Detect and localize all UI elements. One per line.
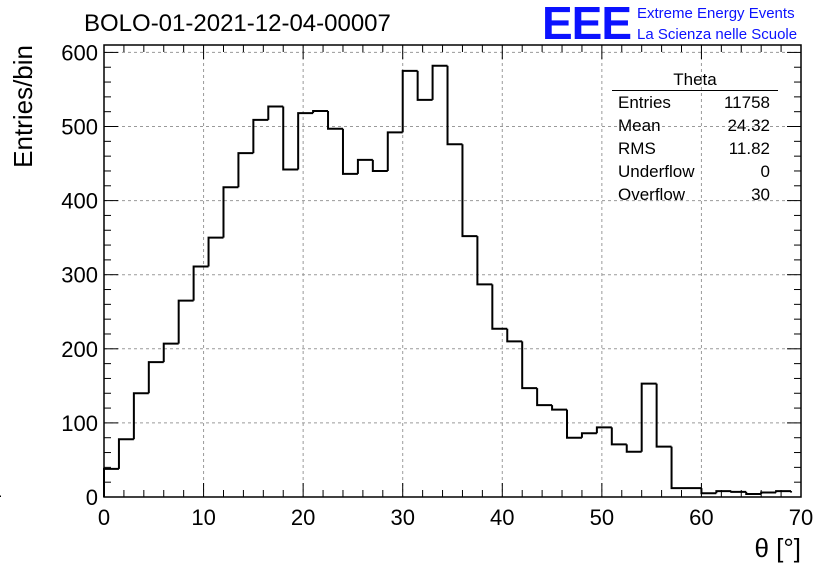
histogram-bin: [461, 144, 478, 238]
histogram-bin: [610, 427, 627, 446]
histogram-bin: [252, 118, 269, 154]
x-tick-label: 10: [191, 505, 215, 530]
stats-box-title: Theta: [612, 70, 778, 91]
histogram-bin: [401, 69, 418, 133]
histogram-bin: [297, 112, 314, 170]
histogram-bin: [282, 106, 299, 171]
eee-logo: EEE Extreme Energy Events La Scienza nel…: [542, 0, 832, 49]
histogram-bin: [341, 128, 358, 175]
histogram-bin: [416, 70, 433, 101]
stats-value: 30: [751, 185, 770, 204]
stats-value: 11.82: [728, 139, 770, 158]
y-tick-label: 200: [61, 337, 98, 362]
histogram-bin: [476, 236, 493, 286]
histogram-bin: [640, 382, 657, 452]
stats-label: Entries: [618, 93, 671, 112]
histogram-bin: [760, 491, 777, 495]
histogram-bin: [551, 405, 568, 411]
histogram-bin: [730, 490, 747, 493]
eee-logo-line2: La Scienza nelle Scuole: [637, 26, 798, 43]
y-axis-label: Entries/bin: [8, 45, 38, 168]
histogram-bin: [192, 265, 209, 301]
histogram-bin: [745, 491, 762, 496]
histogram-bin: [327, 110, 343, 130]
histogram-bin: [177, 299, 194, 344]
histogram-bin: [237, 152, 254, 188]
histogram-bin: [267, 105, 284, 120]
stats-value: 0: [760, 162, 770, 181]
stats-label: RMS: [618, 139, 656, 158]
stats-row-overflow: Overflow 30: [612, 183, 778, 206]
histogram-bin: [431, 64, 448, 100]
y-tick-label: 600: [61, 40, 98, 65]
histogram-bin: [775, 490, 792, 493]
plot-frame: [103, 44, 802, 498]
x-axis-label: θ [°]: [754, 533, 801, 563]
histogram-bin: [222, 186, 239, 238]
histogram-bin: [117, 438, 134, 469]
x-tick-label: 30: [390, 505, 414, 530]
histogram-bin: [566, 409, 582, 439]
x-tick-label: 70: [789, 505, 813, 530]
stats-row-mean: Mean 24.32: [612, 114, 778, 137]
histogram-bin: [147, 361, 164, 394]
histogram-bin: [521, 341, 538, 390]
histogram-bin: [132, 392, 149, 440]
histogram-bin: [595, 426, 612, 434]
y-tick-label: 400: [61, 189, 98, 214]
y-tick-label: 300: [61, 263, 98, 288]
x-tick-label: 60: [689, 505, 713, 530]
x-tick-label: 40: [490, 505, 514, 530]
x-tick-label: 20: [291, 505, 315, 530]
stats-label: Mean: [618, 116, 661, 135]
stats-row-underflow: Underflow 0: [612, 160, 778, 183]
stats-box: Theta Entries 11758 Mean 24.32 RMS 11.82…: [612, 70, 778, 206]
stats-row-rms: RMS 11.82: [612, 137, 778, 160]
histogram-bin: [386, 131, 403, 171]
histogram-bin: [446, 65, 463, 146]
stats-value: 24.32: [727, 116, 770, 135]
histogram-bin: [536, 388, 553, 407]
histogram-bin: [207, 236, 224, 267]
histogram-bin: [312, 109, 329, 114]
stats-label: Overflow: [618, 185, 686, 204]
histogram-bin: [625, 444, 642, 453]
histogram-bin: [162, 342, 179, 363]
chart-title: BOLO-01-2021-12-04-00007: [84, 10, 391, 37]
histogram-bin: [700, 488, 717, 495]
histogram-bin: [356, 158, 373, 174]
histogram-bin: [506, 328, 523, 343]
stats-value: 11758: [723, 93, 770, 112]
histogram-bin: [491, 284, 508, 330]
histogram-bin: [715, 490, 732, 494]
x-tick-label: 0: [98, 505, 110, 530]
y-tick-label: 100: [61, 411, 98, 436]
y-tick-label: 500: [61, 115, 98, 140]
histogram-bin: [103, 467, 119, 497]
histogram-bin: [670, 446, 687, 490]
stats-row-entries: Entries 11758: [612, 91, 778, 114]
x-tick-label: 50: [590, 505, 614, 530]
y-tick-label: 0: [86, 485, 98, 510]
stats-label: Underflow: [618, 162, 695, 181]
histogram-bin: [655, 383, 672, 448]
histogram-bin: [371, 159, 388, 172]
eee-logo-mark: EEE: [542, 0, 632, 49]
histogram-bin: [580, 432, 597, 438]
eee-logo-line1: Extreme Energy Events: [637, 5, 795, 22]
